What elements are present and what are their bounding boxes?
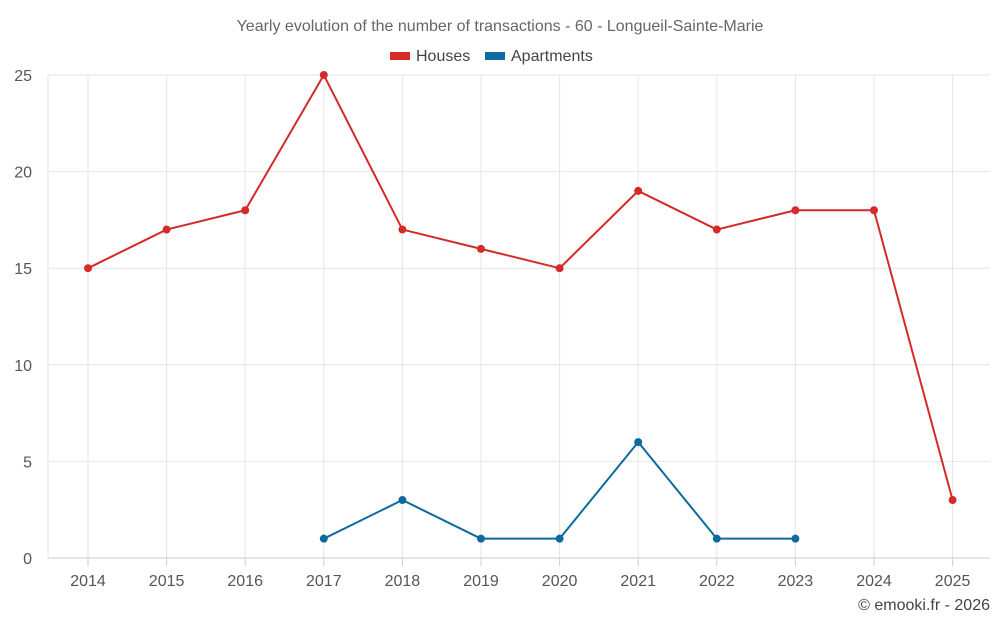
legend-swatch-apartments <box>485 52 505 60</box>
data-point-apartments[interactable] <box>634 438 643 447</box>
y-tick-label: 15 <box>14 261 32 278</box>
data-point-houses[interactable] <box>870 206 878 215</box>
x-tick-label: 2018 <box>385 573 421 590</box>
legend-label-houses[interactable]: Houses <box>416 48 470 65</box>
data-point-apartments[interactable] <box>319 534 328 543</box>
data-point-apartments[interactable] <box>477 534 485 543</box>
data-point-houses[interactable] <box>634 186 643 195</box>
series <box>84 71 957 543</box>
chart-title: Yearly evolution of the number of transa… <box>237 18 764 35</box>
data-point-houses[interactable] <box>319 71 328 79</box>
x-tick-label: 2015 <box>149 573 185 590</box>
x-tick-label: 2014 <box>70 573 106 590</box>
data-point-houses[interactable] <box>712 225 721 234</box>
y-tick-label: 10 <box>14 358 32 375</box>
x-tick-label: 2022 <box>699 573 735 590</box>
data-point-houses[interactable] <box>162 225 171 234</box>
data-point-apartments[interactable] <box>398 496 407 505</box>
x-tick-label: 2019 <box>463 573 499 590</box>
legend-label-apartments[interactable]: Apartments <box>511 48 593 65</box>
credit-text: © emooki.fr - 2026 <box>858 597 990 614</box>
legend-swatch-houses <box>390 52 410 60</box>
data-point-houses[interactable] <box>477 244 485 253</box>
data-point-houses[interactable] <box>398 225 407 234</box>
legend: Houses Apartments <box>390 48 593 65</box>
y-tick-label: 25 <box>14 68 32 85</box>
x-tick-label: 2025 <box>935 573 971 590</box>
x-tick-label: 2017 <box>306 573 342 590</box>
y-tick-label: 5 <box>23 454 32 471</box>
x-tick-label: 2020 <box>542 573 578 590</box>
x-tick-label: 2021 <box>620 573 656 590</box>
data-point-houses[interactable] <box>948 496 957 505</box>
data-point-houses[interactable] <box>555 264 564 273</box>
x-tick-label: 2024 <box>856 573 892 590</box>
data-point-apartments[interactable] <box>555 534 564 543</box>
data-point-apartments[interactable] <box>712 534 721 543</box>
y-tick-label: 20 <box>14 165 32 182</box>
gridlines <box>48 74 990 558</box>
y-tick-label: 0 <box>23 551 32 568</box>
x-tick-label: 2023 <box>778 573 814 590</box>
data-point-houses[interactable] <box>241 206 250 215</box>
x-tick-label: 2016 <box>227 573 263 590</box>
series-line-houses <box>87 74 954 501</box>
data-point-apartments[interactable] <box>791 534 800 543</box>
data-point-houses[interactable] <box>84 264 92 273</box>
data-point-houses[interactable] <box>791 206 800 215</box>
